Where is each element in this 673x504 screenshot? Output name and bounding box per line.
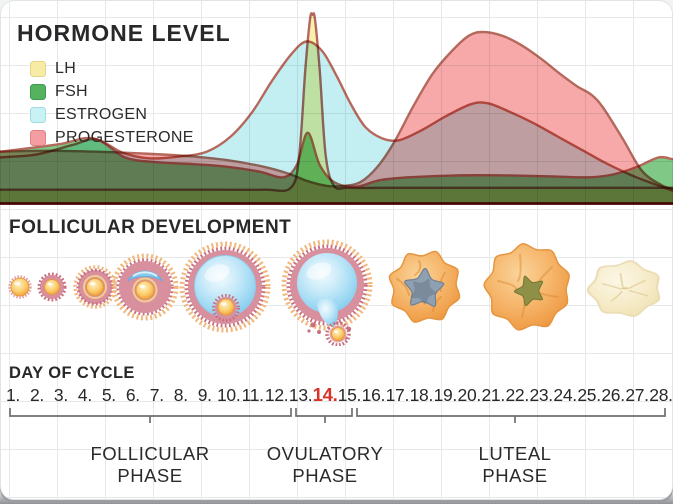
corpus-albicans bbox=[586, 260, 661, 317]
day-of-cycle-label: DAY OF CYCLE bbox=[9, 364, 135, 382]
label-luteal-phase-line1: LUTEAL bbox=[478, 443, 552, 464]
legend-swatch-progesterone bbox=[30, 129, 46, 146]
bracket-follicular-phase bbox=[9, 408, 292, 423]
day-22: 22. bbox=[505, 385, 529, 405]
day-3: 3. bbox=[53, 385, 68, 405]
primary-follicle bbox=[37, 272, 67, 302]
secondary-follicle bbox=[73, 265, 117, 309]
early-antral-follicle bbox=[111, 253, 179, 321]
legend-swatch-lh bbox=[30, 60, 46, 77]
day-7: 7. bbox=[149, 385, 164, 405]
legend-label-progesterone: PROGESTERONE bbox=[55, 128, 194, 146]
legend-swatch-fsh bbox=[30, 83, 46, 100]
legend-item-progesterone: PROGESTERONE bbox=[30, 126, 194, 149]
phase-labels: FOLLICULAR PHASE OVULATORY PHASE LUTEAL PHASE bbox=[0, 443, 673, 493]
primordial-follicle bbox=[8, 275, 32, 299]
day-11: 11. bbox=[241, 385, 264, 405]
legend-label-estrogen: ESTROGEN bbox=[55, 105, 148, 123]
label-follicular-phase: FOLLICULAR PHASE bbox=[90, 443, 209, 487]
bracket-luteal-phase bbox=[356, 408, 666, 423]
day-13: 13. bbox=[288, 385, 313, 405]
day-26: 26. bbox=[601, 385, 625, 405]
day-16: 16. bbox=[361, 385, 386, 405]
legend-label-fsh: FSH bbox=[55, 82, 88, 100]
day-25: 25. bbox=[577, 385, 601, 405]
bracket-ovulatory-phase bbox=[295, 408, 353, 423]
day-24: 24. bbox=[553, 385, 577, 405]
day-8: 8. bbox=[173, 385, 188, 405]
follicular-development-title: FOLLICULAR DEVELOPMENT bbox=[9, 217, 292, 238]
day-23: 23. bbox=[529, 385, 553, 405]
label-ovulatory-phase-line1: OVULATORY bbox=[266, 443, 384, 464]
legend-swatch-estrogen bbox=[30, 106, 46, 123]
phase-brackets bbox=[9, 408, 666, 423]
legend-item-estrogen: ESTROGEN bbox=[30, 103, 194, 126]
label-follicular-phase-line2: PHASE bbox=[117, 465, 183, 486]
label-ovulatory-phase: OVULATORY PHASE bbox=[267, 443, 384, 487]
corpus-luteum-mature bbox=[483, 243, 570, 331]
day-19: 19. bbox=[433, 385, 458, 405]
legend-label-lh: LH bbox=[55, 59, 77, 77]
day-1: 1. bbox=[5, 385, 20, 405]
hormone-chart-title: HORMONE LEVEL bbox=[17, 20, 231, 46]
day-15: 15. bbox=[337, 385, 362, 405]
day-10: 10. bbox=[216, 385, 241, 405]
day-14: 14. bbox=[312, 384, 338, 405]
day-18: 18. bbox=[409, 385, 434, 405]
ovulation bbox=[281, 239, 373, 346]
day-28: 28. bbox=[649, 385, 673, 405]
follicular-development-row bbox=[8, 239, 661, 346]
label-luteal-phase-line2: PHASE bbox=[482, 465, 548, 486]
day-4: 4. bbox=[77, 385, 92, 405]
day-5: 5. bbox=[101, 385, 116, 405]
curve-progesterone bbox=[0, 30, 673, 205]
day-12: 12. bbox=[264, 385, 289, 405]
hormone-chart bbox=[0, 12, 673, 205]
label-ovulatory-phase-line2: PHASE bbox=[292, 465, 358, 486]
day-2: 2. bbox=[29, 385, 44, 405]
label-follicular-phase-line1: FOLLICULAR bbox=[90, 443, 210, 464]
mature-graafian-follicle bbox=[179, 241, 271, 333]
corpus-luteum-early bbox=[388, 250, 461, 323]
day-21: 21. bbox=[481, 385, 506, 405]
day-17: 17. bbox=[385, 385, 410, 405]
legend-item-lh: LH bbox=[30, 57, 194, 80]
day-27: 27. bbox=[625, 385, 649, 405]
day-6: 6. bbox=[125, 385, 140, 405]
label-luteal-phase: LUTEAL PHASE bbox=[479, 443, 552, 487]
hormone-legend: LH FSH ESTROGEN PROGESTERONE bbox=[30, 57, 194, 149]
day-axis: 1. 2. 3. 4. 5. 6. 7. 8. 9. 10. 11. 12. 13. 14. 15. 16. 1… bbox=[1, 383, 673, 407]
legend-item-fsh: FSH bbox=[30, 80, 194, 103]
day-20: 20. bbox=[457, 385, 482, 405]
day-9: 9. bbox=[197, 385, 212, 405]
